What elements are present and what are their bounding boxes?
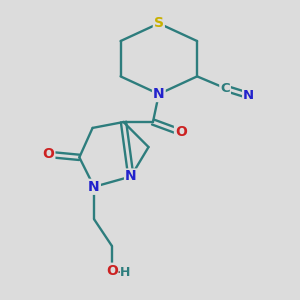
Text: O: O	[43, 147, 54, 161]
Text: C: C	[220, 82, 230, 95]
Text: O: O	[106, 264, 118, 278]
Text: N: N	[125, 169, 137, 184]
Text: H: H	[120, 266, 130, 279]
Text: O: O	[175, 125, 187, 139]
Text: N: N	[88, 180, 100, 194]
Text: ·: ·	[116, 266, 121, 280]
Text: N: N	[153, 87, 165, 101]
Text: N: N	[243, 89, 254, 102]
Text: S: S	[154, 16, 164, 30]
